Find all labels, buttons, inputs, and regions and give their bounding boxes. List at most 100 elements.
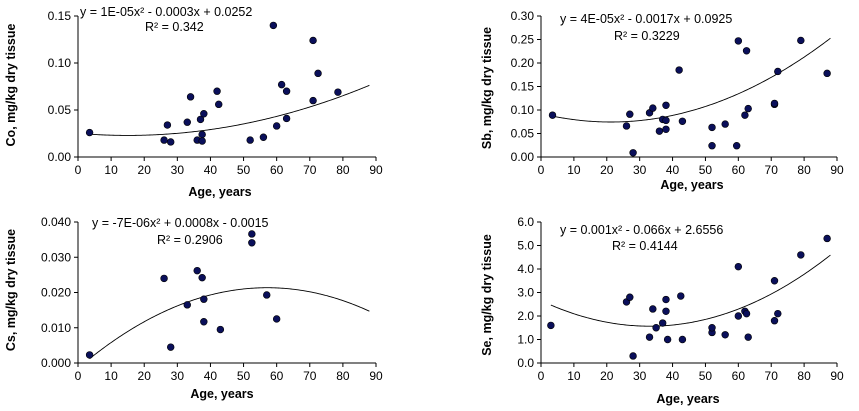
se-data-point	[744, 333, 752, 341]
se-x-tick-label: 0	[538, 369, 545, 383]
cs-data-point	[198, 273, 206, 282]
se-x-tick-label: 70	[765, 369, 779, 383]
co-data-point	[309, 36, 317, 45]
cs-y-tick-label: 0.010	[41, 321, 71, 335]
se-y-tick-label: 5.0	[517, 239, 534, 253]
co-data-point	[282, 114, 291, 123]
sb-y-tick-label: 0.30	[511, 9, 535, 23]
co-data-point	[277, 80, 286, 89]
co-x-tick-label: 40	[204, 163, 218, 177]
se-data-point	[662, 295, 670, 304]
cs-x-tick-label: 30	[171, 369, 185, 383]
sb-y-tick-label: 0.25	[511, 33, 535, 47]
se-data-point	[652, 324, 660, 332]
co-y-tick-label: 0.05	[48, 103, 72, 117]
se-chart-panel: y = 0.001x² - 0.066x + 2.6556 R² = 0.414…	[480, 215, 844, 406]
sb-data-point	[678, 117, 687, 125]
cs-data-point	[160, 274, 168, 283]
co-data-point	[85, 128, 94, 137]
cs-data-point	[216, 325, 225, 334]
co-data-point	[314, 69, 322, 78]
cs-trend-line	[89, 287, 370, 360]
co-data-point	[183, 118, 191, 126]
co-data-point	[163, 121, 172, 129]
co-data-point	[160, 136, 168, 144]
se-data-point	[708, 324, 716, 332]
sb-data-point	[548, 111, 557, 119]
cs-x-tick-label: 70	[303, 369, 317, 383]
se-y-tick-label: 6.0	[517, 215, 534, 229]
co-data-point	[334, 88, 342, 96]
sb-data-point	[655, 127, 664, 135]
se-y-tick-label: 4.0	[517, 262, 534, 276]
cs-x-tick-label: 40	[204, 369, 218, 383]
sb-y-tick-label: 0.20	[511, 56, 535, 70]
co-x-tick-label: 90	[369, 163, 383, 177]
cs-x-tick-label: 20	[138, 369, 152, 383]
se-x-tick-label: 90	[830, 369, 844, 383]
cs-r-squared: R² = 0.2906	[157, 233, 223, 247]
sb-data-point	[622, 122, 631, 130]
cs-data-point	[85, 351, 94, 359]
se-x-tick-label: 30	[633, 369, 647, 383]
cs-data-point	[248, 230, 256, 238]
sb-y-tick-label: 0.10	[511, 103, 535, 117]
cs-y-tick-label: 0.020	[41, 286, 71, 300]
se-data-point	[678, 335, 687, 344]
cs-chart-panel: y = -7E-06x² + 0.0008x - 0.0015 R² = 0.2…	[4, 215, 383, 401]
co-data-point	[186, 93, 195, 101]
sb-chart-panel: y = 4E-05x² - 0.0017x + 0.0925 R² = 0.32…	[480, 9, 844, 192]
sb-x-tick-label: 20	[600, 163, 614, 177]
cs-data-point	[248, 239, 256, 247]
cs-x-tick-label: 80	[336, 369, 350, 383]
co-x-tick-label: 30	[171, 163, 185, 177]
cs-data-point	[272, 315, 281, 323]
co-data-point	[282, 87, 291, 95]
co-y-tick-label: 0.10	[48, 56, 72, 70]
se-x-tick-label: 20	[600, 369, 614, 383]
co-data-point	[259, 133, 268, 141]
cs-data-point	[263, 291, 271, 299]
se-trend-line	[550, 254, 831, 327]
co-data-point	[272, 122, 281, 130]
se-x-axis-title: Age, years	[656, 392, 719, 406]
co-x-axis-title: Age, years	[188, 185, 251, 199]
se-data-point	[721, 331, 729, 339]
sb-y-tick-label: 0.15	[511, 80, 535, 94]
co-r-squared: R² = 0.342	[145, 20, 204, 34]
co-data-point	[309, 96, 317, 105]
sb-data-point	[742, 47, 751, 55]
cs-x-tick-label: 0	[75, 369, 82, 383]
cs-x-axis-title: Age, years	[190, 387, 253, 401]
sb-data-point	[662, 116, 670, 125]
sb-data-point	[732, 142, 741, 150]
sb-data-point	[649, 104, 657, 112]
sb-y-tick-label: 0.00	[511, 150, 535, 164]
co-data-point	[198, 130, 206, 139]
co-x-tick-label: 70	[303, 163, 317, 177]
co-data-point	[167, 138, 175, 146]
sb-x-tick-label: 10	[567, 163, 581, 177]
cs-y-tick-label: 0.030	[41, 250, 71, 264]
co-data-point	[213, 87, 221, 95]
cs-x-tick-label: 90	[369, 369, 383, 383]
se-y-axis-title: Se, mg/kg dry tissue	[480, 234, 494, 356]
se-data-point	[823, 234, 831, 243]
sb-x-tick-label: 80	[797, 163, 811, 177]
se-r-squared: R² = 0.4144	[612, 239, 678, 253]
sb-x-tick-label: 50	[699, 163, 713, 177]
sb-data-point	[823, 69, 831, 78]
co-trend-line	[89, 84, 370, 136]
sb-data-point	[662, 101, 670, 110]
sb-r-squared: R² = 0.3229	[614, 29, 680, 43]
se-data-point	[774, 309, 782, 318]
sb-x-tick-label: 60	[732, 163, 746, 177]
cs-data-point	[200, 318, 208, 326]
se-data-point	[662, 307, 670, 315]
sb-data-point	[797, 36, 805, 45]
sb-data-point	[675, 66, 683, 74]
sb-y-axis-title: Sb, mg/kg dry tissue	[480, 27, 494, 149]
se-data-point	[742, 309, 751, 318]
